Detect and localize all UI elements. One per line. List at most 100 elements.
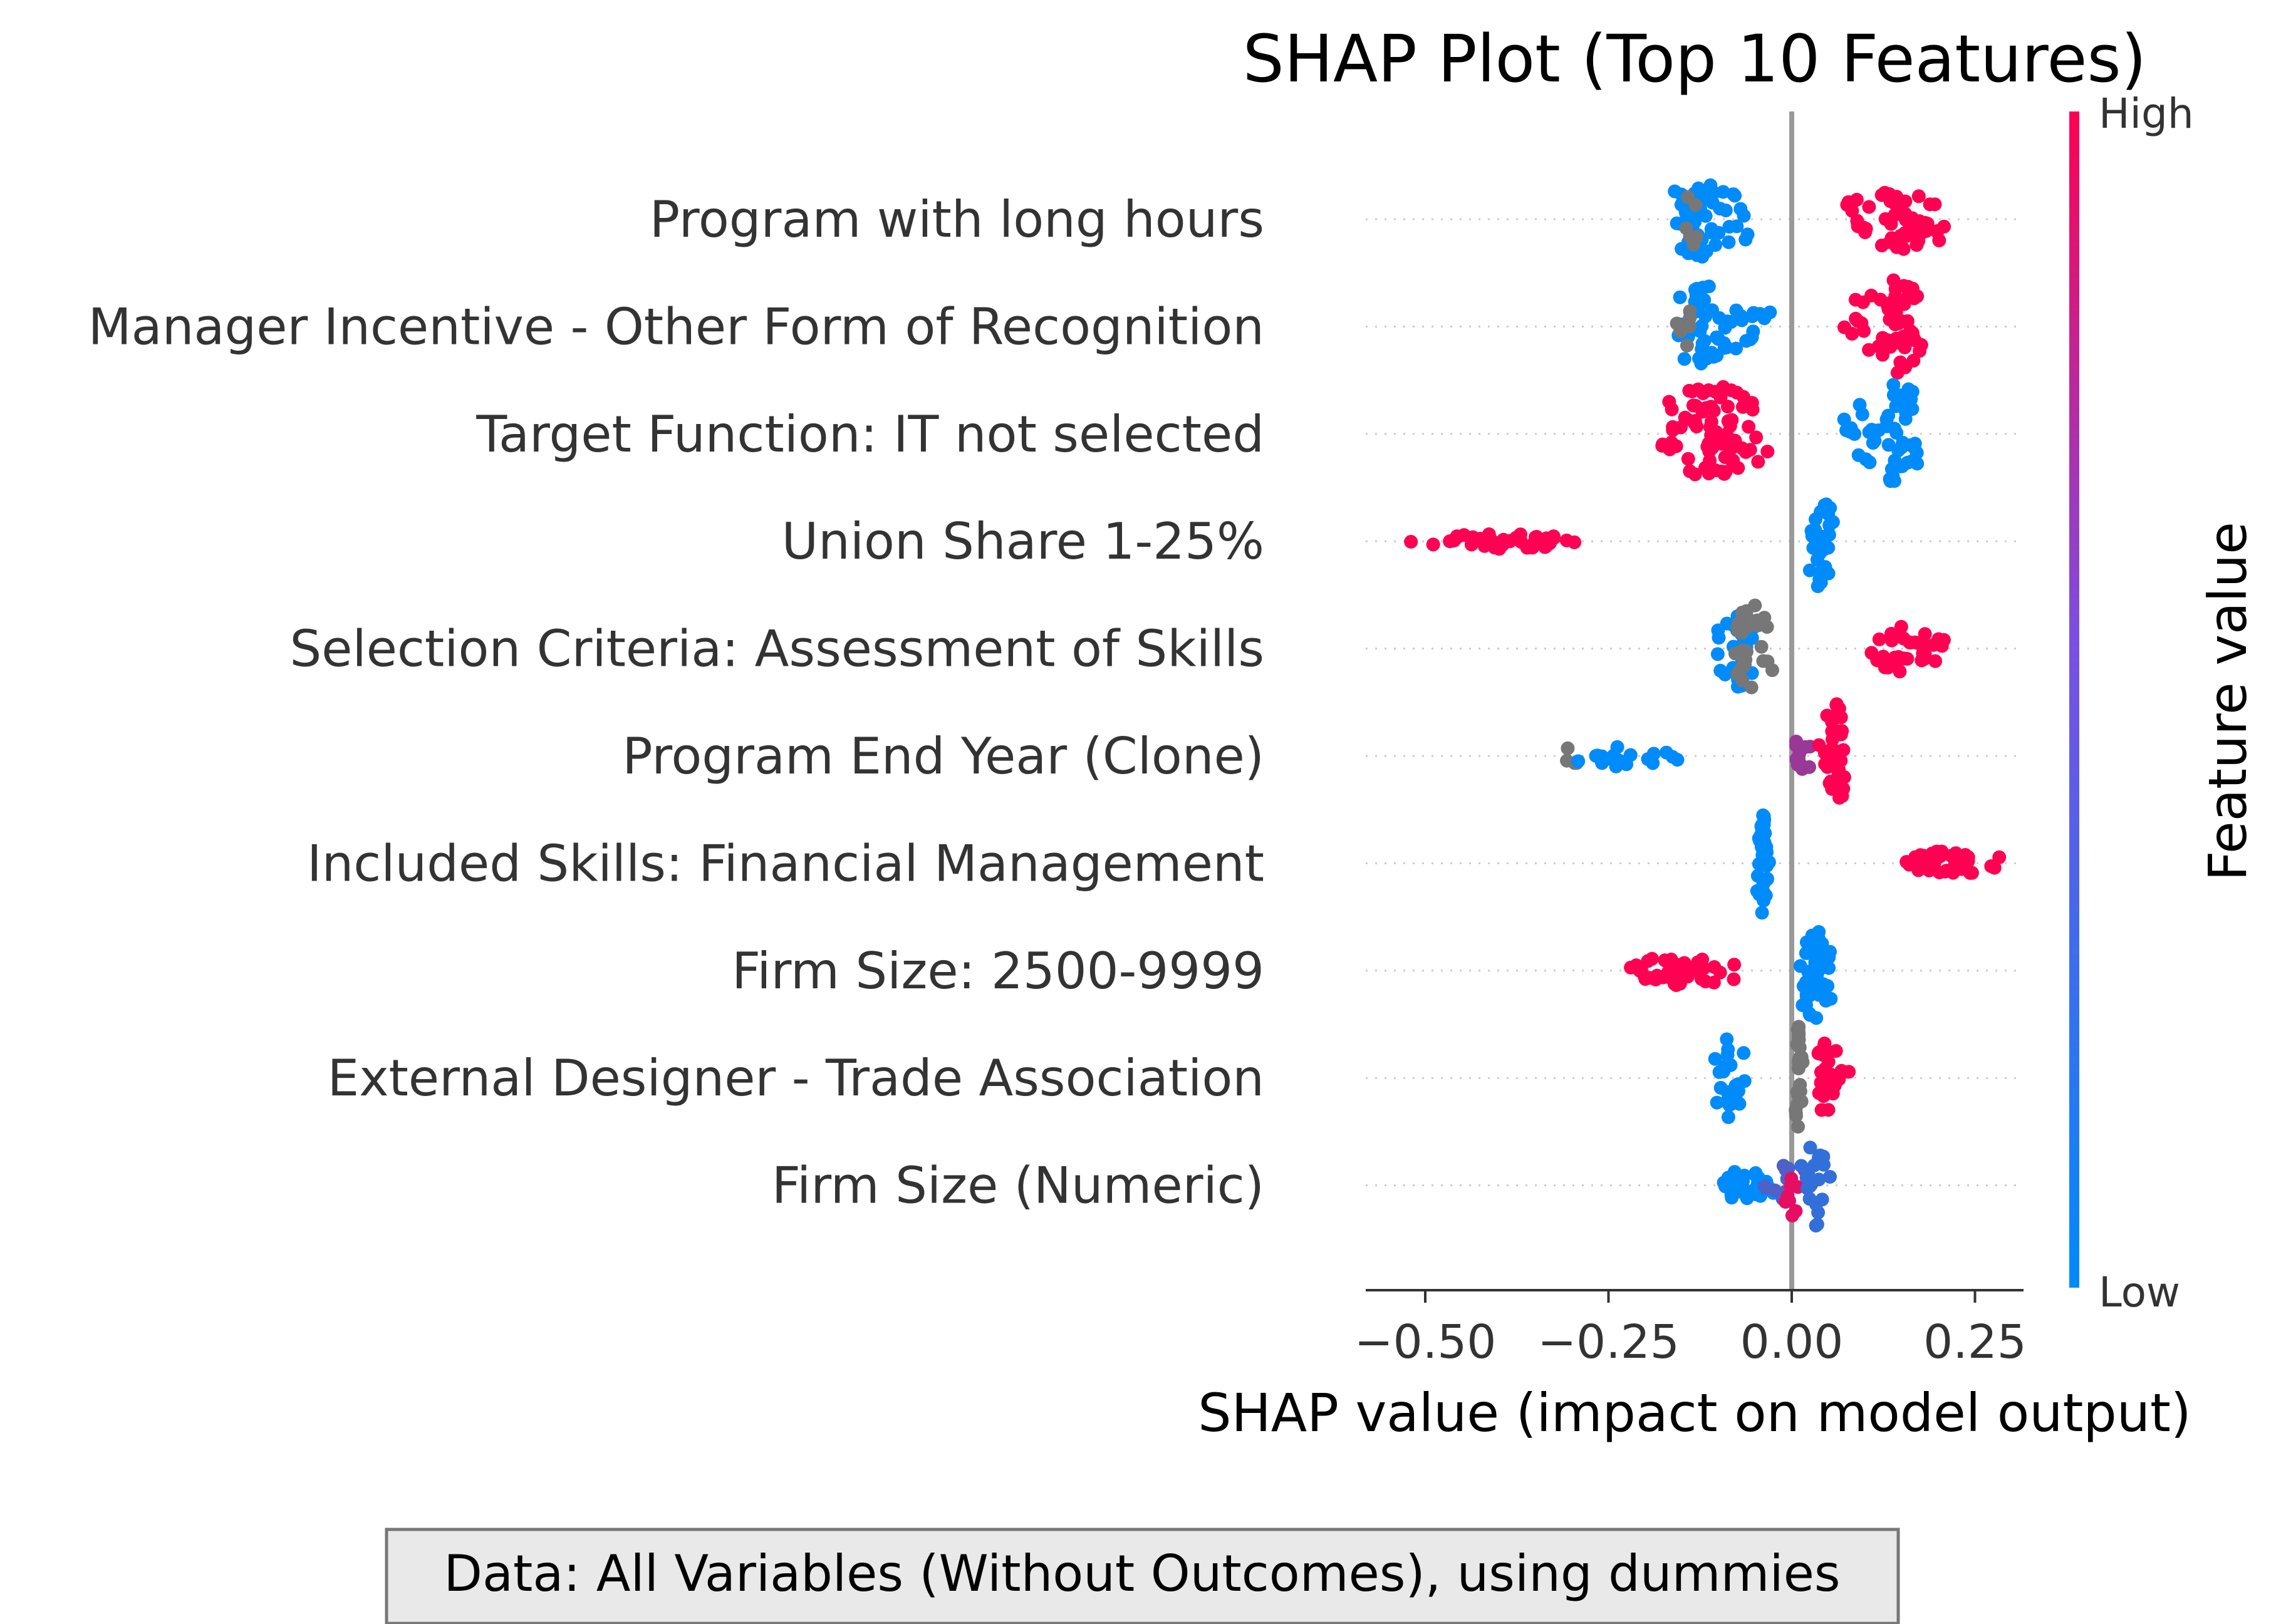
shap-point xyxy=(1964,866,1978,880)
shap-point xyxy=(1928,654,1943,668)
shap-point xyxy=(1792,1020,1806,1034)
shap-point xyxy=(1686,398,1700,413)
x-tick-label: −0.50 xyxy=(1354,1315,1497,1369)
shap-point xyxy=(1668,184,1682,199)
shap-point xyxy=(1889,399,1903,413)
colorbar-low-label: Low xyxy=(2099,1268,2180,1316)
shap-point xyxy=(1736,1174,1750,1189)
shap-point xyxy=(1823,1170,1837,1184)
x-tick-label: 0.25 xyxy=(1923,1315,2027,1369)
shap-point xyxy=(1710,1095,1724,1110)
shap-point xyxy=(1754,639,1769,654)
shap-point xyxy=(1789,1109,1803,1123)
shap-point xyxy=(1757,817,1771,832)
shap-point xyxy=(1748,598,1762,613)
shap-point xyxy=(1749,430,1764,445)
feature-label: Selection Criteria: Assessment of Skills xyxy=(289,620,1264,678)
shap-point xyxy=(1884,626,1898,641)
shap-point xyxy=(1721,400,1735,414)
shap-point xyxy=(1803,1008,1817,1022)
shap-point xyxy=(1821,566,1836,581)
shap-point xyxy=(1911,189,1926,204)
shap-point xyxy=(1881,408,1896,423)
shap-point xyxy=(1821,1103,1836,1117)
shap-point xyxy=(1872,632,1886,646)
shap-point xyxy=(1735,313,1749,328)
shap-point xyxy=(1830,744,1844,758)
shap-point xyxy=(1751,455,1765,469)
shap-point xyxy=(1655,437,1670,452)
shap-point xyxy=(1803,1179,1817,1193)
shap-point xyxy=(1728,189,1742,203)
chart-title: SHAP Plot (Top 10 Features) xyxy=(1243,21,2147,97)
shap-point xyxy=(1829,1044,1843,1058)
shap-point xyxy=(1561,741,1575,755)
shap-point xyxy=(1721,1042,1735,1057)
shap-point xyxy=(1643,971,1657,985)
shap-point xyxy=(1908,635,1923,649)
feature-label: Firm Size (Numeric) xyxy=(772,1157,1264,1215)
shap-point xyxy=(1567,535,1582,549)
data-note-box xyxy=(385,1528,1900,1624)
shap-point xyxy=(1675,242,1689,256)
shap-point xyxy=(1884,472,1898,486)
shap-point xyxy=(1729,341,1743,356)
shap-point xyxy=(1542,536,1557,551)
shap-point xyxy=(1816,977,1831,991)
feature-labels: Program with long hours Manager Incentive… xyxy=(88,190,1264,1215)
shap-point xyxy=(1688,467,1702,482)
shap-point xyxy=(1670,753,1685,767)
shap-point xyxy=(1765,663,1779,678)
shap-point xyxy=(1737,209,1751,223)
shap-point xyxy=(1903,223,1917,237)
shap-point xyxy=(1935,639,1949,653)
shap-point xyxy=(1722,235,1736,249)
shap-point xyxy=(1919,224,1933,238)
shap-point xyxy=(1883,235,1897,249)
shap-point xyxy=(1810,1218,1824,1231)
shap-point xyxy=(1815,1192,1829,1207)
shap-point xyxy=(1817,1044,1832,1058)
shap-point xyxy=(1900,314,1915,328)
shap-point xyxy=(1708,1052,1722,1066)
shap-point xyxy=(1817,542,1831,557)
shap-point xyxy=(1473,532,1488,546)
shap-point xyxy=(1705,303,1719,318)
shap-points xyxy=(1404,178,2007,1233)
shap-point xyxy=(1718,321,1732,335)
shap-point xyxy=(1894,619,1908,634)
shap-point xyxy=(1874,188,1889,202)
shap-point xyxy=(1426,537,1440,552)
shap-point xyxy=(1886,273,1901,287)
shap-point xyxy=(1688,198,1703,212)
shap-point xyxy=(1829,698,1844,712)
shap-point xyxy=(1849,192,1864,207)
shap-point xyxy=(1809,512,1822,527)
shap-point xyxy=(1623,748,1638,762)
shap-point xyxy=(1896,435,1910,450)
feature-label: External Designer - Trade Association xyxy=(328,1049,1264,1107)
shap-point xyxy=(1891,649,1906,664)
shap-point xyxy=(1721,1110,1735,1124)
shap-point xyxy=(1681,452,1695,466)
shap-point xyxy=(1713,663,1728,678)
feature-row-lines xyxy=(1366,218,2017,1187)
shap-point xyxy=(1720,1032,1734,1047)
feature-label: Manager Incentive - Other Form of Recogn… xyxy=(88,297,1264,356)
shap-point xyxy=(1717,341,1732,355)
shap-point xyxy=(1757,311,1772,326)
shap-point xyxy=(1699,189,1713,204)
shap-point xyxy=(1754,840,1769,854)
shap-point xyxy=(1730,666,1745,681)
shap-point xyxy=(1812,963,1826,977)
shap-point xyxy=(1673,290,1687,304)
feature-label: Union Share 1-25% xyxy=(782,512,1264,571)
shap-point xyxy=(1514,527,1527,542)
shap-point xyxy=(1714,437,1728,451)
shap-point xyxy=(1727,1165,1742,1179)
shap-point xyxy=(1712,1065,1727,1079)
shap-point xyxy=(1702,383,1716,397)
shap-point xyxy=(1908,333,1922,348)
shap-point xyxy=(1737,390,1750,404)
